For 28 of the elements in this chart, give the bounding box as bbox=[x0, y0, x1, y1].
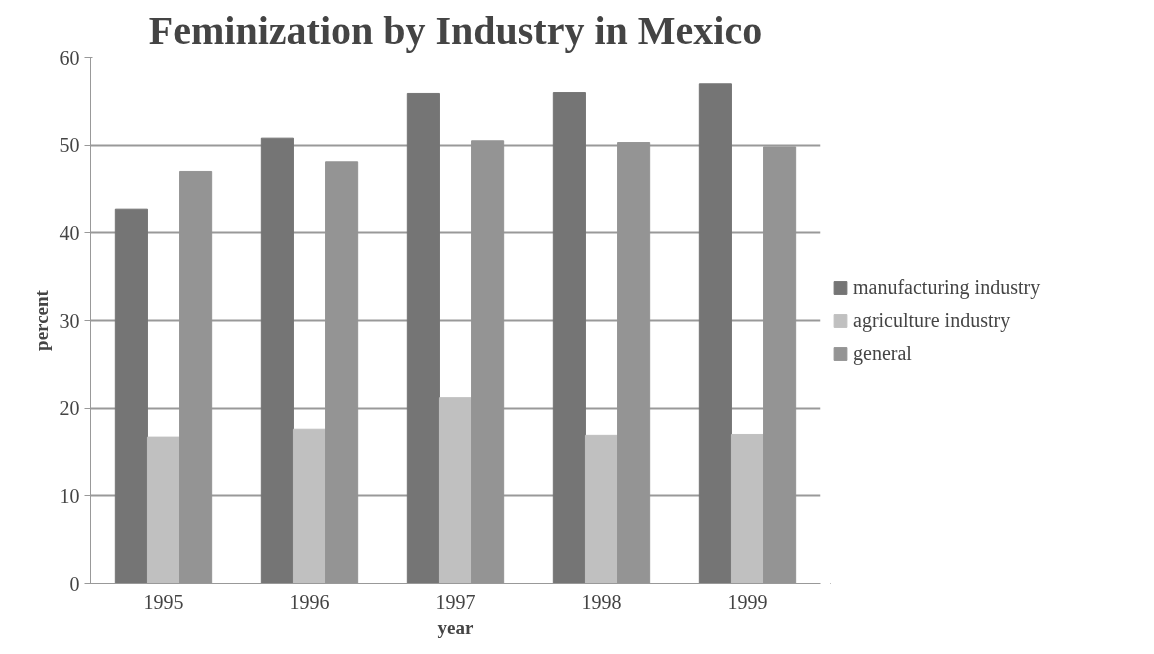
chart-title: Feminization by Industry in Mexico bbox=[148, 7, 763, 53]
x-tick-label: 1998 bbox=[581, 590, 622, 613]
y-tick-label: 30 bbox=[59, 309, 80, 332]
x-tick-label: 1996 bbox=[289, 590, 330, 613]
y-tick-label: 50 bbox=[59, 134, 80, 157]
y-tick-label: 10 bbox=[59, 484, 80, 507]
legend-label: manufacturing industry bbox=[853, 275, 1041, 299]
bar bbox=[260, 137, 294, 584]
y-axis-title: percent bbox=[30, 289, 52, 351]
bar bbox=[552, 92, 586, 584]
legend-label: general bbox=[853, 341, 912, 365]
y-tick-label: 40 bbox=[59, 221, 80, 244]
bar bbox=[584, 434, 619, 584]
x-tick-label: 1995 bbox=[143, 590, 184, 613]
legend-label: agriculture industry bbox=[853, 308, 1011, 332]
bar bbox=[438, 397, 473, 584]
y-tick-label: 0 bbox=[69, 572, 80, 595]
bar bbox=[114, 208, 148, 584]
x-axis-title: year bbox=[437, 616, 474, 638]
x-tick-label: 1997 bbox=[435, 590, 476, 613]
bar bbox=[406, 92, 440, 584]
y-tick-label: 60 bbox=[59, 46, 80, 69]
bar bbox=[698, 83, 732, 584]
y-tick-label: 20 bbox=[59, 397, 80, 420]
bar bbox=[146, 436, 181, 584]
x-tick-label: 1999 bbox=[727, 590, 768, 613]
bar bbox=[730, 433, 765, 584]
bar bbox=[292, 428, 327, 584]
